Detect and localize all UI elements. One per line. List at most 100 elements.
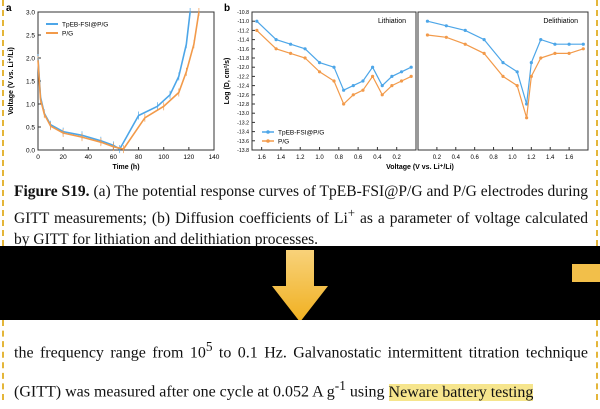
y-tick-label-b: -12.8 bbox=[237, 102, 249, 108]
series-point-b bbox=[409, 65, 413, 69]
series-point-b bbox=[303, 47, 307, 51]
y-tick-label-b: -13.4 bbox=[237, 130, 249, 136]
legend-label-b: P/G bbox=[278, 139, 289, 146]
x-tick-label-b: 1.0 bbox=[508, 155, 517, 161]
legend-marker-b bbox=[266, 130, 270, 134]
y-tick-label-b: -13.6 bbox=[237, 139, 249, 145]
series-point-b bbox=[274, 38, 278, 42]
y-tick-label-b: -11.8 bbox=[238, 56, 250, 62]
series-point-b bbox=[409, 74, 413, 78]
series-point-b bbox=[515, 84, 519, 88]
series-point-b bbox=[390, 74, 394, 78]
x-tick-label-a: 80 bbox=[135, 154, 143, 161]
y-tick-label-b: -11.6 bbox=[238, 47, 250, 53]
body-sup1: 5 bbox=[205, 339, 213, 354]
caption-text2: as a parameter of voltage calculated by … bbox=[14, 210, 588, 249]
chart-a: a 0 20 40 60 80 100 120 140 0.0 0.5 1.0 1.5 2.0 2.5 3.0… bbox=[6, 3, 220, 171]
series-point-b bbox=[342, 102, 346, 106]
y-tick-label-b: -13.0 bbox=[237, 111, 249, 117]
x-tick-label-b: 0.4 bbox=[452, 155, 461, 161]
series-line-b bbox=[427, 34, 584, 118]
y-tick-label-b: -12.0 bbox=[237, 65, 249, 71]
legend-label-a: TpEB-FSI@P/G bbox=[62, 22, 108, 29]
y-tick-label-b: -11.2 bbox=[238, 28, 250, 34]
figure-panel bbox=[0, 0, 600, 246]
body-highlight: Neware battery testing bbox=[388, 383, 534, 401]
series-point-b bbox=[361, 88, 365, 92]
series-point-b bbox=[317, 61, 322, 65]
x-tick-label-b: 1.6 bbox=[257, 155, 266, 161]
dashed-border-right bbox=[596, 0, 598, 246]
y-tick-label-b: -11.4 bbox=[238, 38, 250, 44]
body-part2: to 0.1 Hz. Galvanostatic intermittent ti… bbox=[14, 344, 589, 401]
series-point-b bbox=[351, 84, 355, 88]
series-point-b bbox=[525, 102, 529, 106]
series-point-b bbox=[370, 74, 375, 78]
x-tick-label-b: 1.6 bbox=[565, 155, 574, 161]
y-tick-label-a: 2.0 bbox=[26, 56, 35, 63]
y-tick-label-a: 0.0 bbox=[26, 148, 35, 155]
series-point-b bbox=[529, 74, 533, 78]
x-tick-label-b: 0.2 bbox=[393, 155, 402, 161]
body-part3: using bbox=[345, 383, 389, 401]
down-arrow-icon bbox=[272, 250, 328, 322]
plot-frame-b bbox=[417, 11, 589, 151]
y-tick-label-b: -10.8 bbox=[237, 10, 249, 16]
y-tick-label-b: -13.2 bbox=[237, 120, 249, 126]
x-tick-label-b: 0.6 bbox=[354, 155, 363, 161]
series-point-b bbox=[399, 70, 404, 74]
series-point-b bbox=[515, 70, 519, 74]
series-point-b bbox=[539, 56, 543, 60]
series-point-b bbox=[525, 116, 529, 120]
x-tick-label-b: 0.8 bbox=[335, 155, 344, 161]
series-point-b bbox=[342, 88, 346, 92]
x-tick-label-a: 40 bbox=[85, 154, 93, 161]
panel-label-a: a bbox=[6, 3, 12, 14]
series-point-b bbox=[255, 28, 259, 32]
x-tick-label-a: 60 bbox=[110, 154, 118, 161]
series-point-b bbox=[370, 65, 375, 69]
series-point-b bbox=[303, 56, 307, 60]
series-point-b bbox=[501, 74, 505, 78]
y-tick-label-b: -12.4 bbox=[237, 84, 249, 90]
y-tick-label-a: 1.0 bbox=[26, 102, 35, 109]
series-point-b bbox=[444, 24, 448, 28]
series-point-b bbox=[567, 51, 571, 56]
x-tick-label-b: 0.2 bbox=[433, 155, 442, 161]
series-point-b bbox=[482, 38, 486, 42]
x-axis-label-b: Voltage (V vs. Li⁺/Li) bbox=[386, 164, 454, 171]
y-tick-label-a: 0.5 bbox=[26, 125, 35, 132]
panel-label-b: b bbox=[224, 3, 230, 14]
x-tick-label-b: 1.2 bbox=[296, 155, 305, 161]
x-tick-label-b: 0.8 bbox=[489, 155, 498, 161]
legend-label-b: TpEB-FSI@P/G bbox=[278, 130, 324, 137]
series-point-b bbox=[332, 65, 336, 69]
series-point-b bbox=[255, 19, 259, 23]
caption-text: (a) The potential response curves of TpE… bbox=[14, 183, 588, 228]
series-point-b bbox=[553, 42, 557, 46]
corner-accent bbox=[572, 264, 600, 282]
x-tick-label-a: 0 bbox=[36, 154, 40, 161]
series-point-b bbox=[444, 35, 448, 39]
x-tick-label-a: 100 bbox=[158, 154, 169, 161]
series-point-b bbox=[501, 61, 505, 65]
chart-b: b -10.8 -11.0 -11.2 -11.4 -11.6 -11.8 -12.0 -12.… bbox=[224, 3, 589, 171]
series-point-b bbox=[567, 42, 571, 46]
x-tick-label-b: 1.2 bbox=[527, 155, 536, 161]
dashed-border-bottom-left bbox=[2, 320, 4, 400]
series-point-b bbox=[463, 42, 467, 46]
y-axis-label-b: Log (D, cm²/s) bbox=[224, 58, 231, 105]
series-line-a bbox=[37, 11, 191, 151]
series-line-b bbox=[256, 29, 412, 106]
series-point-b bbox=[482, 51, 486, 56]
series-line-b bbox=[427, 20, 584, 105]
series-point-b bbox=[539, 38, 543, 42]
series-line-b bbox=[256, 20, 412, 92]
series-point-b bbox=[332, 79, 336, 83]
y-tick-label-b: -12.6 bbox=[237, 93, 249, 99]
series-point-b bbox=[425, 19, 430, 23]
y-tick-label-a: 2.5 bbox=[26, 33, 35, 40]
series-point-b bbox=[553, 51, 557, 56]
subpanel-title: Lithiation bbox=[378, 18, 406, 25]
x-tick-label-a: 120 bbox=[183, 154, 194, 161]
